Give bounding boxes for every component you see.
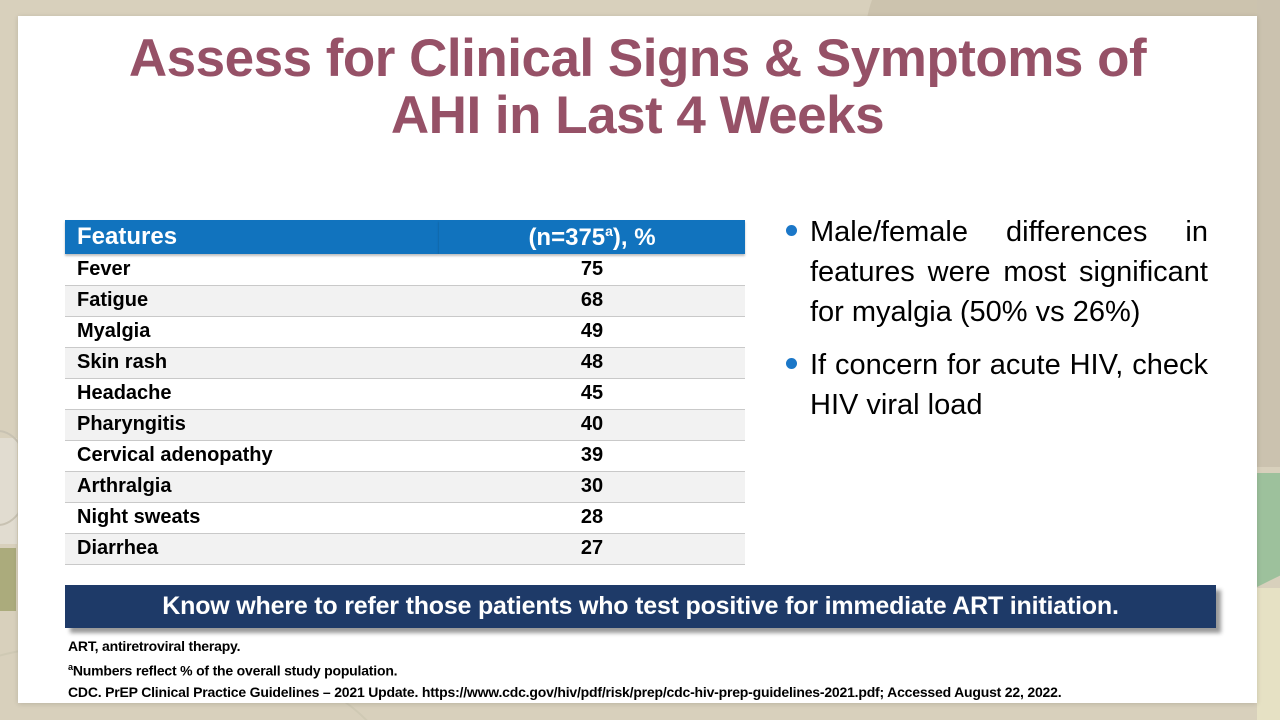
- table-row: Diarrhea 27: [65, 533, 745, 565]
- header-cell-n: (n=375a), %: [439, 220, 745, 254]
- table-row: Cervical adenopathy 39: [65, 440, 745, 472]
- table-header-row: Features (n=375a), %: [65, 220, 745, 254]
- feature-cell: Arthralgia: [65, 471, 439, 503]
- footnote-population-text: Numbers reflect % of the overall study p…: [72, 662, 398, 679]
- table-row: Headache 45: [65, 378, 745, 410]
- footnote-population-note: aNumbers reflect % of the overall study …: [68, 657, 1218, 682]
- bullet-text: If concern for acute HIV, check HIV vira…: [810, 349, 1208, 421]
- feature-cell: Pharyngitis: [65, 409, 439, 441]
- feature-cell: Diarrhea: [65, 533, 439, 565]
- feature-cell: Fatigue: [65, 285, 439, 317]
- table-row: Fatigue 68: [65, 285, 745, 317]
- slide-title-line-2: AHI in Last 4 Weeks: [390, 86, 885, 145]
- footnote-superscript: a: [68, 662, 73, 672]
- value-cell: 75: [439, 254, 745, 286]
- right-edge-sage-strip: [1257, 473, 1280, 587]
- referral-banner-text: Know where to refer those patients who t…: [162, 592, 1119, 620]
- footnote-citation: CDC. PrEP Clinical Practice Guidelines –…: [68, 683, 1062, 700]
- slide-title-line-1: Assess for Clinical Signs & Symptoms of: [128, 29, 1147, 88]
- bullet-text: Male/female differences in features were…: [810, 216, 1208, 328]
- bullet-list: Male/female differences in features were…: [784, 212, 1208, 438]
- table-row: Myalgia 49: [65, 316, 745, 348]
- value-cell: 45: [439, 378, 745, 410]
- slide-canvas: Assess for Clinical Signs & Symptoms of …: [18, 16, 1257, 703]
- feature-cell: Fever: [65, 254, 439, 286]
- header-n-superscript: a: [605, 222, 613, 239]
- bullet-item: Male/female differences in features were…: [784, 212, 1208, 332]
- feature-cell: Myalgia: [65, 316, 439, 348]
- bullet-dot-icon: [786, 225, 797, 236]
- bullet-dot-icon: [786, 358, 797, 369]
- bullet-item: If concern for acute HIV, check HIV vira…: [784, 345, 1208, 425]
- value-cell: 39: [439, 440, 745, 472]
- feature-cell: Skin rash: [65, 347, 439, 379]
- table-row: Arthralgia 30: [65, 471, 745, 503]
- referral-banner: Know where to refer those patients who t…: [65, 585, 1216, 628]
- header-n-prefix: (n=375: [528, 223, 606, 251]
- value-cell: 48: [439, 347, 745, 379]
- feature-cell: Headache: [65, 378, 439, 410]
- value-cell: 28: [439, 502, 745, 534]
- slide-title: Assess for Clinical Signs & Symptoms of …: [18, 30, 1257, 144]
- features-table: Features (n=375a), % Fever 75 Fatigue 68 M…: [65, 220, 745, 565]
- header-cell-features: Features: [65, 220, 439, 254]
- right-edge-taupe-strip: [1257, 0, 1280, 467]
- right-edge-cream-strip: [1257, 588, 1280, 720]
- value-cell: 49: [439, 316, 745, 348]
- table-row: Skin rash 48: [65, 347, 745, 379]
- value-cell: 40: [439, 409, 745, 441]
- table-row: Pharyngitis 40: [65, 409, 745, 441]
- table-row: Fever 75: [65, 254, 745, 286]
- value-cell: 27: [439, 533, 745, 565]
- footnotes: ART, antiretroviral therapy. aNumbers re…: [68, 636, 1218, 703]
- value-cell: 68: [439, 285, 745, 317]
- footnote-abbreviation: ART, antiretroviral therapy.: [68, 638, 241, 654]
- table-row: Night sweats 28: [65, 502, 745, 534]
- left-edge-olive-block: [0, 548, 16, 611]
- header-n-suffix: ), %: [612, 223, 656, 251]
- feature-cell: Cervical adenopathy: [65, 440, 439, 472]
- feature-cell: Night sweats: [65, 502, 439, 534]
- value-cell: 30: [439, 471, 745, 503]
